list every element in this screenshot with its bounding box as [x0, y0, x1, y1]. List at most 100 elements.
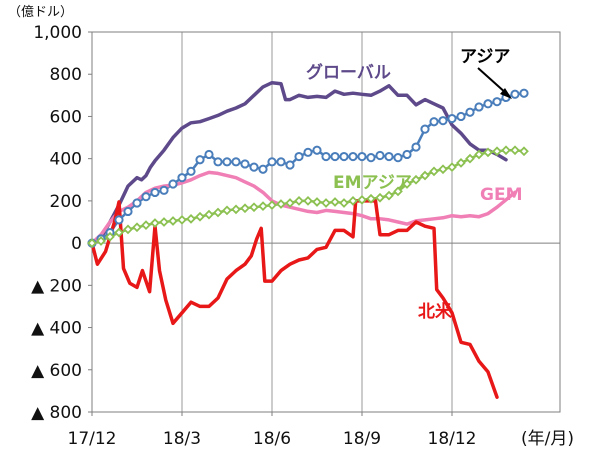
series-label-gem: GEM	[480, 185, 522, 205]
point-asia-22	[285, 160, 295, 170]
x-tick-label-4: 18/12	[428, 429, 477, 449]
point-asia-30	[357, 151, 367, 162]
point-em-asia-35	[402, 179, 412, 189]
point-asia-42	[465, 107, 475, 117]
point-em-asia-3	[114, 227, 124, 238]
point-asia-15	[222, 157, 232, 167]
point-em-asia-47	[510, 145, 520, 156]
point-asia-25	[312, 145, 322, 155]
point-asia-23	[294, 151, 304, 162]
point-asia-26	[321, 151, 331, 162]
point-em-asia-39	[438, 164, 448, 175]
point-asia-40	[447, 113, 457, 124]
point-em-asia-5	[132, 222, 142, 233]
point-asia-37	[420, 124, 430, 134]
point-em-asia-12	[195, 211, 205, 222]
point-em-asia-36	[411, 174, 421, 185]
point-asia-12	[195, 155, 205, 165]
point-asia-47	[510, 89, 520, 99]
y-tick-label-3: 400	[50, 150, 82, 170]
y-unit-label: （億ドル）	[8, 4, 73, 20]
point-asia-28	[339, 151, 349, 162]
point-asia-44	[483, 99, 493, 109]
point-asia-33	[384, 151, 394, 162]
point-em-asia-23	[294, 196, 304, 206]
x-tick-label-2: 18/6	[253, 429, 291, 449]
x-tick-label-3: 18/9	[343, 429, 381, 449]
point-em-asia-15	[222, 205, 232, 216]
point-em-asia-45	[492, 146, 502, 157]
point-em-asia-33	[384, 190, 394, 201]
point-asia-17	[240, 159, 250, 169]
point-asia-29	[348, 151, 358, 162]
point-asia-4	[123, 206, 133, 217]
point-asia-34	[393, 153, 403, 163]
series-layer	[90, 80, 526, 399]
point-em-asia-2	[105, 231, 115, 242]
series-label-asia: アジア	[460, 47, 510, 67]
point-em-asia-41	[456, 158, 466, 168]
point-em-asia-24	[303, 196, 313, 206]
point-asia-6	[141, 192, 151, 202]
point-asia-3	[114, 215, 124, 225]
point-em-asia-25	[312, 197, 322, 207]
point-asia-24	[303, 147, 313, 157]
point-em-asia-1	[96, 236, 106, 246]
point-em-asia-29	[348, 196, 358, 206]
point-em-asia-18	[249, 202, 259, 213]
y-tick-label-0: 1,000	[33, 23, 82, 43]
point-em-asia-48	[519, 146, 529, 157]
point-em-asia-30	[357, 194, 367, 205]
point-em-asia-6	[141, 220, 151, 231]
y-tick-label-6: ▲ 200	[31, 276, 82, 296]
point-em-asia-31	[366, 193, 376, 204]
point-em-asia-40	[447, 162, 457, 172]
point-em-asia-26	[321, 198, 331, 208]
y-tick-label-1: 800	[50, 65, 82, 85]
point-asia-41	[456, 111, 466, 122]
point-asia-36	[411, 142, 421, 152]
point-em-asia-37	[420, 170, 430, 181]
point-asia-20	[267, 157, 277, 167]
point-em-asia-7	[150, 218, 160, 228]
y-tick-label-2: 600	[50, 107, 82, 127]
point-em-asia-32	[375, 192, 385, 203]
asia-label-arrowhead	[500, 88, 512, 99]
point-em-asia-44	[483, 147, 493, 158]
point-asia-43	[474, 102, 484, 112]
point-em-asia-38	[429, 166, 439, 177]
point-asia-19	[258, 164, 268, 174]
point-em-asia-46	[501, 145, 511, 156]
point-em-asia-22	[285, 198, 295, 208]
point-em-asia-4	[123, 224, 133, 235]
x-unit-label: (年/月)	[521, 429, 574, 449]
x-tick-label-1: 18/3	[163, 429, 201, 449]
point-em-asia-13	[204, 209, 214, 220]
point-em-asia-28	[339, 198, 349, 208]
series-label-global: グローバル	[306, 62, 391, 83]
point-asia-48	[519, 88, 529, 98]
point-asia-35	[402, 149, 412, 160]
point-asia-31	[366, 153, 376, 163]
point-asia-11	[186, 166, 196, 176]
point-asia-39	[438, 116, 448, 126]
point-asia-45	[492, 97, 502, 107]
y-tick-label-4: 200	[50, 192, 82, 212]
point-asia-13	[204, 149, 214, 160]
point-asia-7	[150, 187, 160, 198]
point-asia-8	[159, 185, 169, 195]
point-asia-9	[168, 179, 178, 189]
point-em-asia-34	[393, 186, 403, 197]
series-label-north-america: 北米	[418, 301, 453, 322]
point-asia-5	[132, 198, 142, 208]
point-asia-27	[330, 151, 340, 162]
point-em-asia-20	[267, 200, 277, 210]
point-em-asia-9	[168, 216, 178, 226]
point-asia-18	[249, 162, 259, 172]
point-em-asia-11	[186, 213, 196, 224]
point-asia-16	[231, 157, 241, 167]
asia-label-pointer	[477, 67, 508, 95]
point-em-asia-21	[276, 199, 286, 209]
